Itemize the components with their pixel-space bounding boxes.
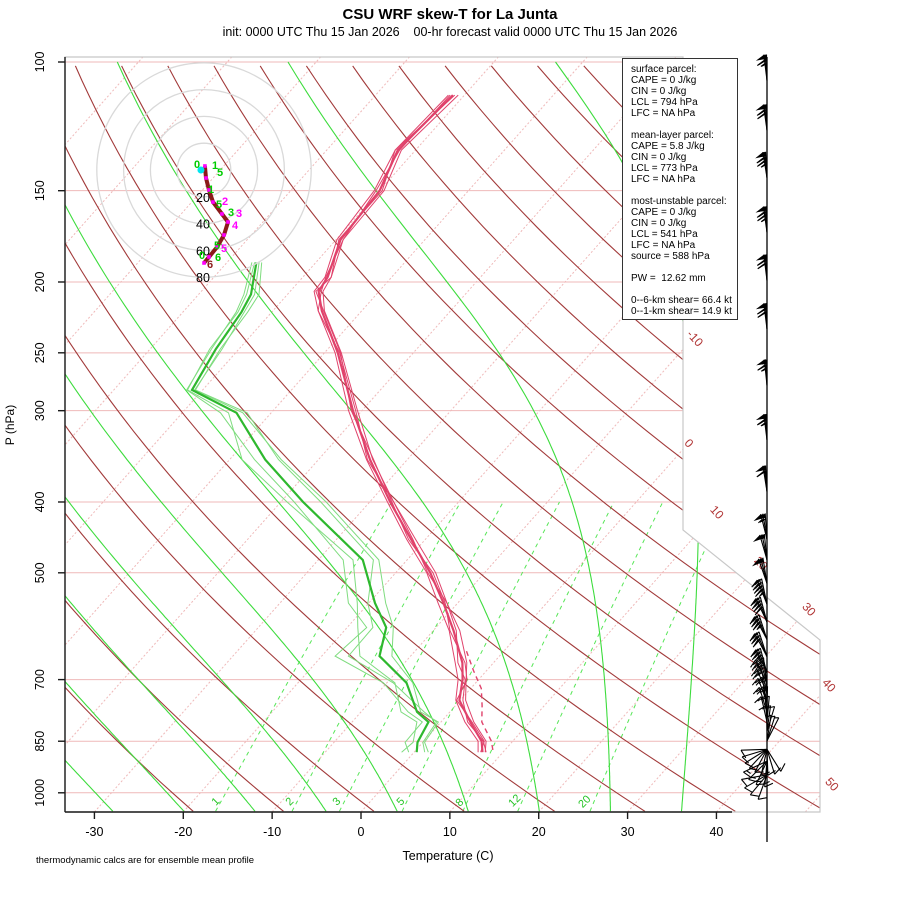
info-box-line: 0--6-km shear= 66.4 kt [631,295,732,306]
parcel-info-box: surface parcel: CAPE = 0 J/kg CIN = 0 J/kg… [622,58,738,320]
svg-text:6: 6 [215,252,221,264]
svg-text:40: 40 [196,218,210,232]
svg-text:5: 5 [221,243,227,255]
moist-adiabats [65,61,700,812]
svg-text:2: 2 [283,795,296,808]
svg-text:0: 0 [358,825,365,839]
svg-text:200: 200 [33,272,47,293]
svg-text:3: 3 [228,207,234,219]
svg-text:60: 60 [196,244,210,258]
temperature-trace [317,94,484,753]
svg-text:5: 5 [216,199,222,211]
svg-text:40: 40 [709,825,723,839]
svg-text:400: 400 [33,492,47,513]
info-box-line: LFC = NA hPa [631,240,696,251]
svg-text:500: 500 [33,562,47,583]
svg-text:850: 850 [33,731,47,752]
info-box-line: mean-layer parcel: [631,130,714,141]
svg-text:6: 6 [207,259,213,271]
svg-text:20: 20 [532,825,546,839]
svg-text:20: 20 [196,191,210,205]
svg-text:300: 300 [33,400,47,421]
svg-text:40: 40 [819,676,839,696]
info-box-line: CAPE = 0 J/kg [631,207,697,218]
svg-text:-30: -30 [85,825,103,839]
svg-text:3: 3 [330,795,343,808]
info-box-line: LCL = 794 hPa [631,97,698,108]
svg-text:1: 1 [212,160,218,172]
info-box-line: LFC = NA hPa [631,108,696,119]
info-box-line: CIN = 0 J/kg [631,86,687,97]
info-box-line [631,284,737,295]
svg-text:0: 0 [194,159,200,171]
info-box-line: most-unstable parcel: [631,196,727,207]
info-box-line: source = 588 hPa [631,251,710,262]
svg-text:1: 1 [208,184,214,196]
svg-text:700: 700 [33,669,47,690]
info-box-line: CIN = 0 J/kg [631,218,687,229]
svg-text:2: 2 [222,196,228,208]
footnote: thermodynamic calcs are for ensemble mea… [36,855,255,866]
svg-text:-10: -10 [684,327,706,349]
svg-text:30: 30 [799,600,819,620]
info-box-line: LCL = 773 hPa [631,163,698,174]
info-box-line: LCL = 541 hPa [631,229,698,240]
svg-text:80: 80 [196,271,210,285]
info-box-line: CIN = 0 J/kg [631,152,687,163]
dewpoint-trace [190,262,430,753]
x-axis-label: Temperature (C) [402,849,494,863]
svg-text:50: 50 [822,775,842,795]
info-box-line [631,119,737,130]
svg-text:30: 30 [621,825,635,839]
chart-title: CSU WRF skew-T for La Junta [342,6,558,23]
svg-text:1000: 1000 [33,779,47,807]
parcel-dashed-trace [465,650,494,753]
svg-text:250: 250 [33,342,47,363]
info-box-line: 0--1-km shear= 14.9 kt [631,306,732,317]
svg-text:5: 5 [394,795,407,808]
svg-text:4: 4 [232,220,239,232]
svg-text:0: 0 [199,250,205,262]
svg-text:150: 150 [33,180,47,201]
info-box-line [631,262,737,273]
chart-subtitle: init: 0000 UTC Thu 15 Jan 2026 00-hr for… [222,25,678,39]
svg-text:20: 20 [751,554,771,574]
svg-text:12: 12 [506,792,523,809]
info-box-line: PW = 12.62 mm [631,273,706,284]
mixing-ratio-labels: 1 2 3 5 8 12 20 [209,792,593,810]
info-box-line: CAPE = 0 J/kg [631,75,697,86]
dewpoint-members [186,262,440,753]
y-axis-label: P (hPa) [3,404,17,446]
mixing-ratio-lines [215,501,728,812]
svg-text:10: 10 [443,825,457,839]
info-box-line: CAPE = 5.8 J/kg [631,141,705,152]
wind-barbs [740,54,786,842]
info-box-line: LFC = NA hPa [631,174,696,185]
svg-text:-20: -20 [174,825,192,839]
info-box-line [631,185,737,196]
svg-text:3: 3 [236,208,242,220]
svg-text:100: 100 [33,52,47,73]
info-box-line: surface parcel: [631,64,697,75]
svg-text:-10: -10 [263,825,281,839]
svg-text:10: 10 [707,503,727,523]
svg-text:5: 5 [214,240,220,252]
svg-text:5: 5 [217,167,223,179]
svg-text:0: 0 [682,436,697,451]
